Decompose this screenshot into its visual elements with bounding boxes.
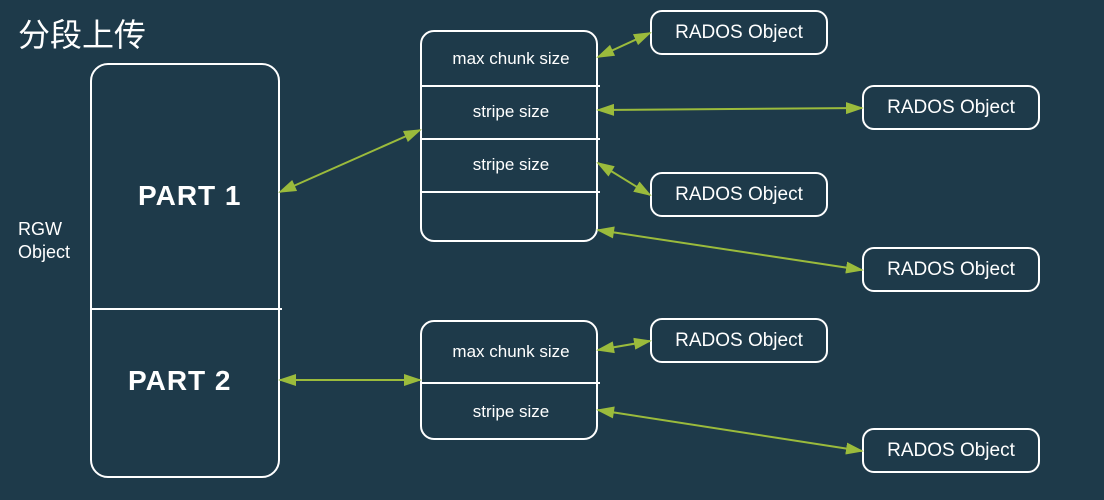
rados-object-box: RADOS Object: [862, 85, 1040, 130]
rados-object-box: RADOS Object: [650, 172, 828, 217]
connector-arrow: [598, 108, 862, 110]
connector-arrow: [598, 341, 650, 350]
part-2-label: PART 2: [128, 365, 232, 397]
stripe-row-label: stripe size: [436, 155, 586, 175]
rados-object-box: RADOS Object: [862, 247, 1040, 292]
part-1-label: PART 1: [138, 180, 242, 212]
connector-arrow: [598, 33, 650, 57]
diagram-title: 分段上传: [18, 10, 146, 56]
stripe-divider: [422, 85, 600, 87]
connector-arrow: [280, 130, 420, 192]
stripe-divider: [422, 382, 600, 384]
stripe-divider: [422, 191, 600, 193]
rgw-object-box: [90, 63, 280, 478]
rados-object-box: RADOS Object: [650, 318, 828, 363]
connector-arrow: [598, 230, 862, 270]
stripe-row-label: max chunk size: [436, 342, 586, 362]
rgw-object-label: RGWObject: [18, 218, 70, 265]
stripe-box-1: max chunk size stripe size: [420, 320, 598, 440]
rgw-divider: [92, 308, 282, 310]
rados-object-box: RADOS Object: [650, 10, 828, 55]
stripe-row-label: stripe size: [436, 102, 586, 122]
stripe-row-label: max chunk size: [436, 49, 586, 69]
connector-arrow: [598, 163, 650, 195]
connector-arrow: [598, 410, 862, 451]
rados-object-box: RADOS Object: [862, 428, 1040, 473]
stripe-box-0: max chunk size stripe size stripe size: [420, 30, 598, 242]
stripe-row-label: stripe size: [436, 402, 586, 422]
stripe-divider: [422, 138, 600, 140]
